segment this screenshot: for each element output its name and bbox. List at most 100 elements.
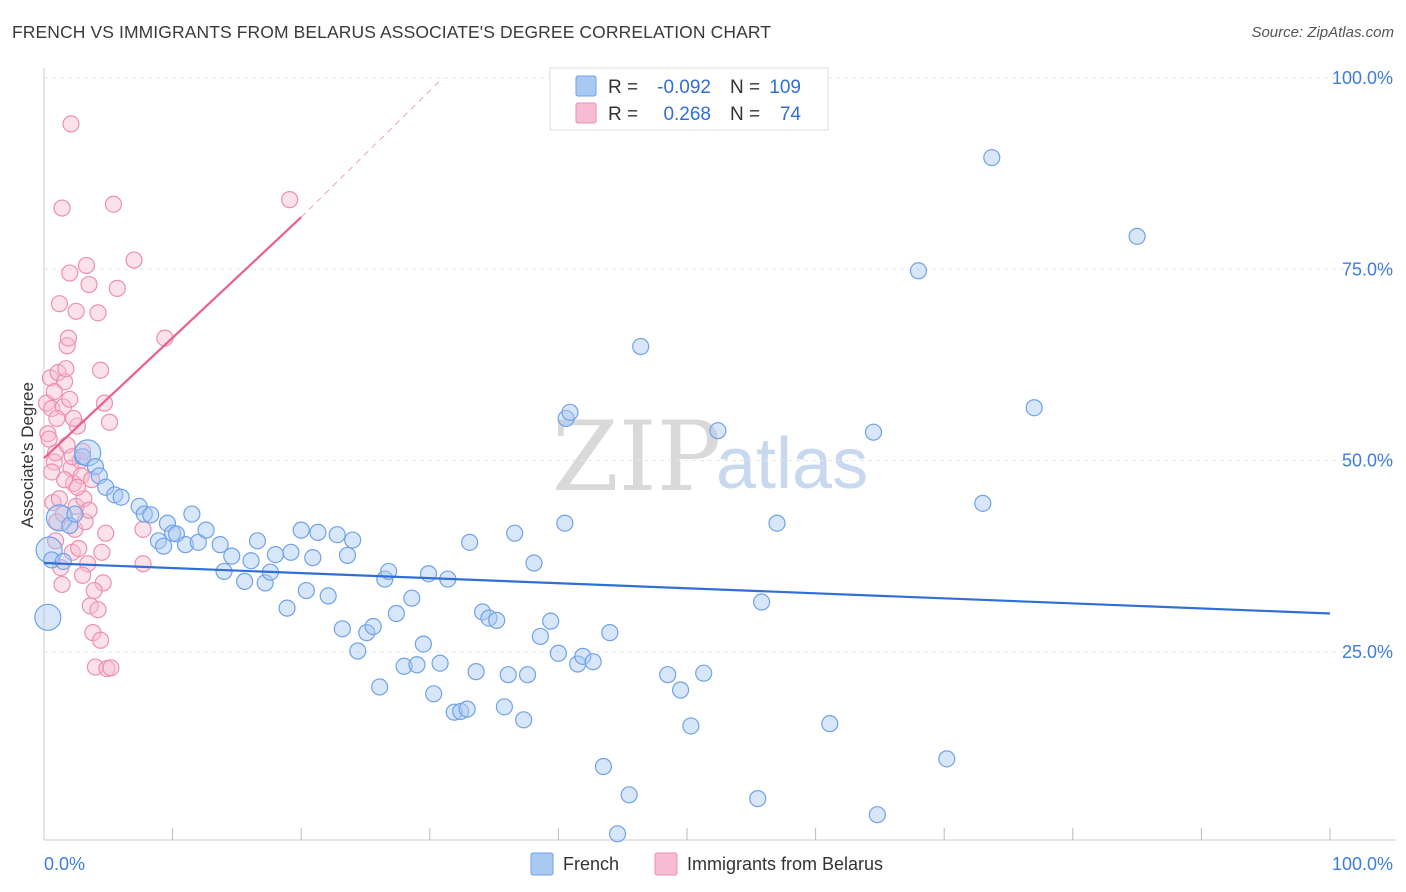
legend-belarus-n-label: N = xyxy=(730,104,760,125)
belarus-point xyxy=(43,463,61,481)
french-point xyxy=(371,678,389,696)
french-point xyxy=(938,750,956,768)
belarus-point xyxy=(102,659,120,677)
french-point xyxy=(86,458,105,476)
chart-title: FRENCH VS IMMIGRANTS FROM BELARUS ASSOCI… xyxy=(12,22,772,42)
french-point xyxy=(601,624,619,642)
french-point xyxy=(282,543,300,561)
legend-french-n-value: 109 xyxy=(769,77,801,98)
trend-lines xyxy=(43,77,1331,615)
french-point xyxy=(499,666,517,684)
french-point xyxy=(66,505,84,523)
y-tick-labels: 100.0% 75.0% 50.0% 25.0% xyxy=(1332,68,1393,662)
french-point xyxy=(414,635,432,653)
french-point xyxy=(445,703,463,721)
legend-french-n-label: N = xyxy=(730,77,760,98)
axes xyxy=(43,68,1396,841)
french-point xyxy=(515,711,533,729)
legend-belarus-r-label: R = xyxy=(608,104,638,125)
belarus-point xyxy=(57,360,75,378)
y-tick-label-1: 75.0% xyxy=(1342,259,1393,279)
french-point xyxy=(574,647,592,665)
y-axis-title: Associate's Degree xyxy=(18,382,37,528)
belarus-point xyxy=(61,264,79,282)
french-point xyxy=(709,422,727,440)
french-point xyxy=(395,657,413,675)
french-point xyxy=(974,494,992,512)
belarus-trend-extension xyxy=(300,77,444,218)
belarus-point xyxy=(281,191,299,209)
belarus-point xyxy=(80,275,98,294)
french-point xyxy=(473,603,492,621)
french-point xyxy=(525,554,543,572)
series-belarus-points xyxy=(37,115,299,678)
belarus-point xyxy=(67,302,85,320)
french-point xyxy=(154,537,173,555)
french-point xyxy=(425,685,443,703)
belarus-point xyxy=(89,601,107,619)
belarus-point xyxy=(49,363,67,382)
french-point xyxy=(176,536,195,554)
french-point xyxy=(584,653,602,671)
french-trend-line xyxy=(43,561,1331,615)
legend-french-r-label: R = xyxy=(608,77,638,98)
french-point xyxy=(183,505,201,523)
belarus-point xyxy=(108,279,126,297)
french-point xyxy=(495,698,513,716)
belarus-point xyxy=(134,555,152,573)
french-point xyxy=(34,603,62,631)
french-point xyxy=(292,521,310,539)
french-point xyxy=(518,666,537,684)
belarus-point xyxy=(91,361,110,379)
french-point xyxy=(431,654,449,672)
french-point xyxy=(608,825,627,843)
bottom-legend-french-label: French xyxy=(563,854,619,874)
series-legend: French Immigrants from Belarus xyxy=(530,852,883,876)
french-point xyxy=(467,663,485,681)
watermark-atlas: atlas xyxy=(716,424,868,504)
french-point xyxy=(659,666,677,684)
belarus-point xyxy=(55,471,74,489)
belarus-point xyxy=(80,501,98,519)
watermark-zip: ZIP xyxy=(552,401,721,513)
french-point xyxy=(319,587,337,605)
french-point xyxy=(54,552,72,571)
french-point xyxy=(909,262,928,280)
french-point xyxy=(561,403,579,421)
y-tick-label-2: 50.0% xyxy=(1342,451,1393,471)
x-tick-label-1: 100.0% xyxy=(1332,854,1393,874)
french-point xyxy=(1128,227,1146,245)
french-point xyxy=(112,488,130,506)
belarus-point xyxy=(97,524,115,542)
x-tick-labels: 0.0% 100.0% xyxy=(44,854,1393,874)
french-point xyxy=(236,572,254,590)
french-point xyxy=(542,612,560,630)
french-point xyxy=(197,521,215,539)
belarus-point xyxy=(77,256,96,275)
series-french-points xyxy=(34,148,1146,843)
legend-french-r-value: -0.092 xyxy=(657,77,711,98)
french-point xyxy=(328,526,346,544)
belarus-point xyxy=(85,581,103,600)
correlation-legend: R = -0.092 N = 109 R = 0.268 N = 74 xyxy=(549,67,829,131)
french-point xyxy=(506,524,524,542)
french-point xyxy=(223,547,241,565)
belarus-point xyxy=(68,478,87,496)
french-point xyxy=(531,627,549,646)
french-point xyxy=(266,545,285,564)
legend-french-swatch xyxy=(575,75,597,97)
french-point xyxy=(556,514,574,532)
french-point xyxy=(189,533,207,551)
french-point xyxy=(333,620,351,638)
source-label: Source: ZipAtlas.com xyxy=(1251,24,1394,41)
french-point xyxy=(338,546,357,564)
belarus-point xyxy=(134,520,152,538)
french-point xyxy=(682,717,700,735)
bottom-legend-french-swatch xyxy=(530,852,554,876)
french-point xyxy=(256,574,274,592)
belarus-point xyxy=(89,304,107,322)
french-point xyxy=(408,656,426,674)
french-point xyxy=(278,599,296,617)
french-point xyxy=(458,700,476,718)
french-point xyxy=(868,806,886,824)
